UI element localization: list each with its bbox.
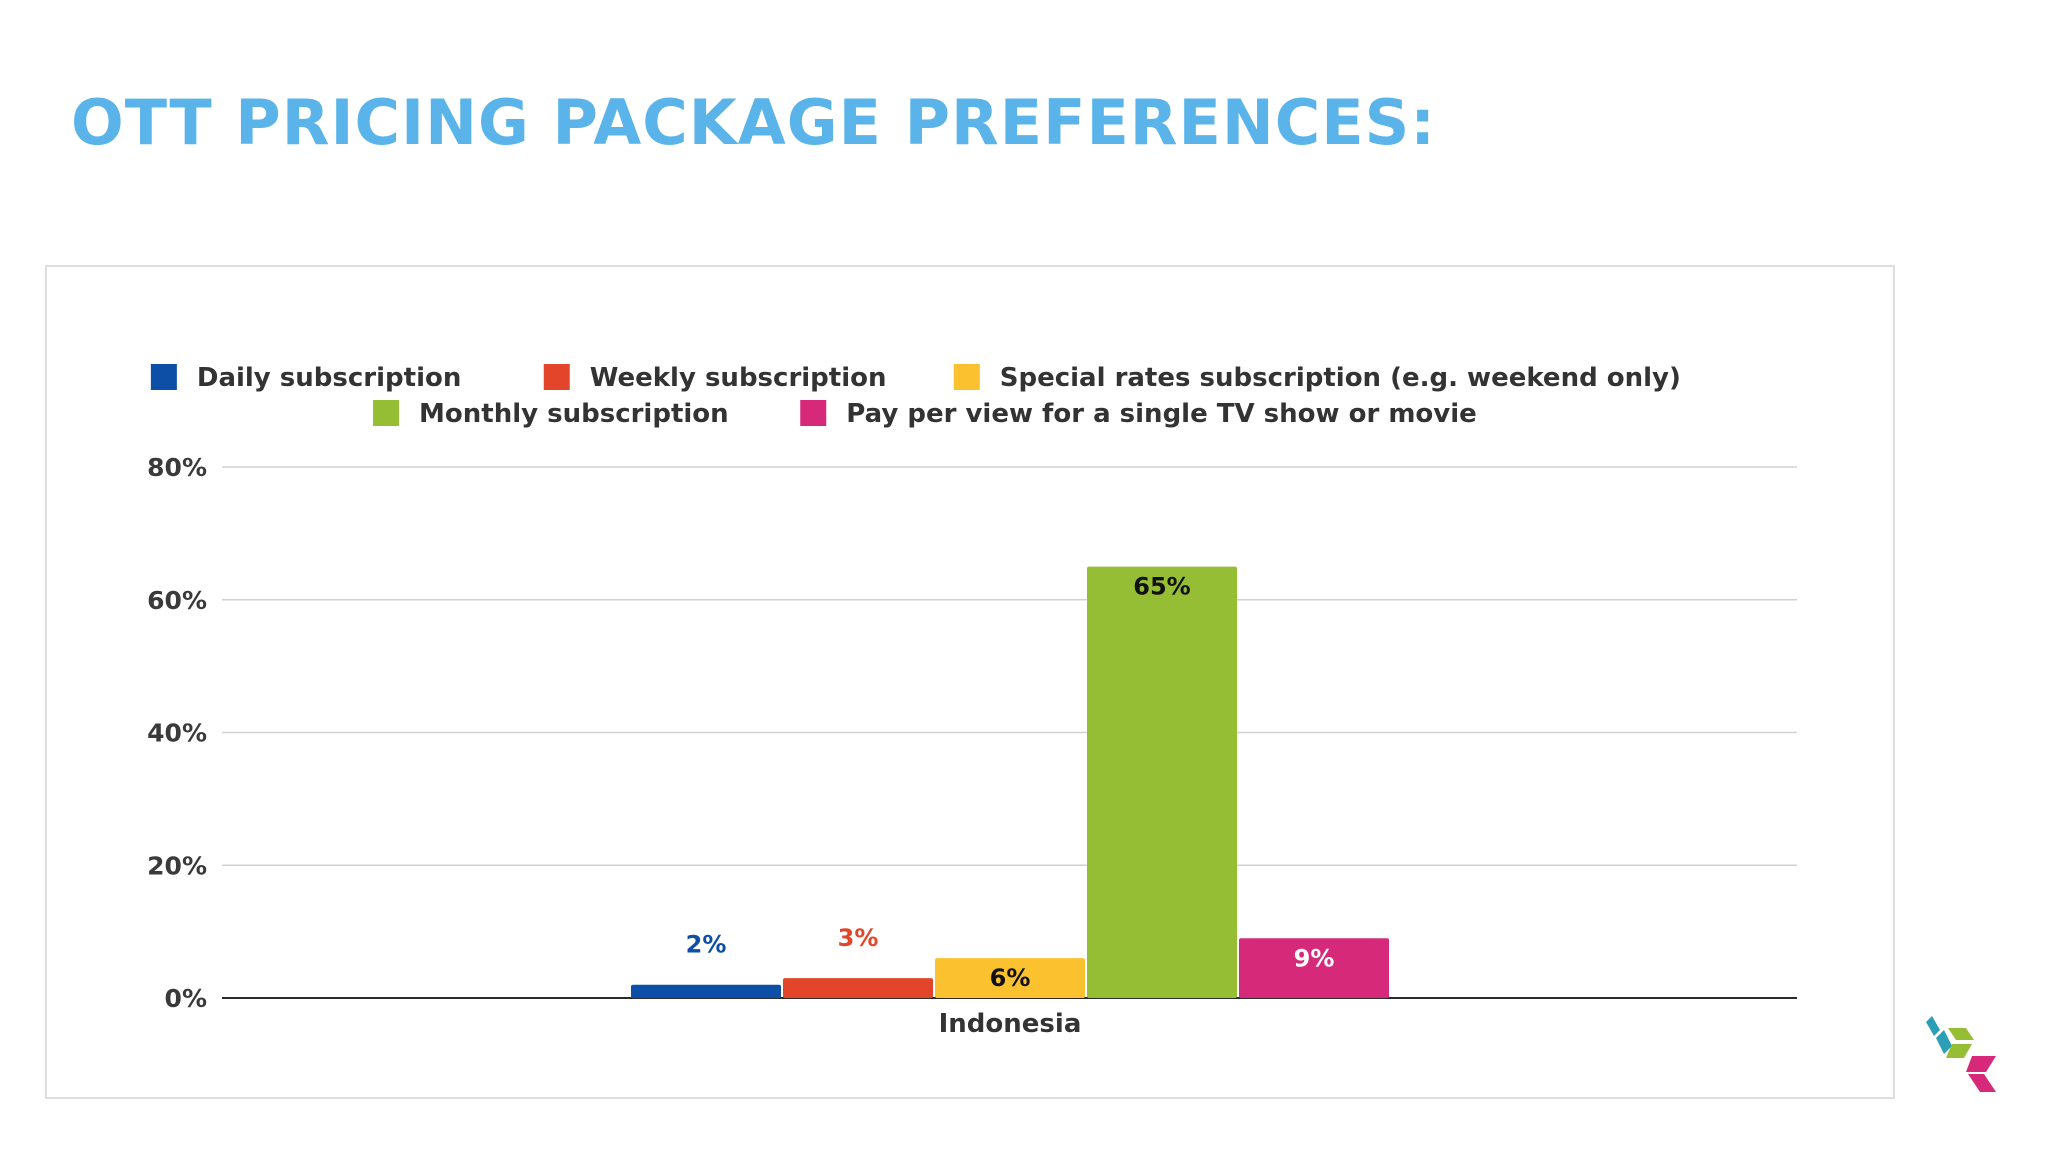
data-label-special-rates-subscription-e-g-weekend-only: 6%: [990, 964, 1031, 992]
legend-swatch-weekly-subscription: [543, 364, 570, 390]
slide-title: OTT PRICING PACKAGE PREFERENCES:: [71, 86, 1437, 159]
bar-weekly-subscription: [783, 978, 933, 998]
brand-logo: [1926, 1016, 1996, 1092]
chart-gridlines: [222, 466, 1797, 999]
legend-swatch-special-rates-subscription-e-g-weekend-only: [953, 364, 980, 390]
y-tick-label: 20%: [147, 851, 207, 880]
bar-chart: Daily subscription Weekly subscription Spe…: [147, 363, 1797, 1039]
bar-daily-subscription: [631, 984, 781, 998]
chart-frame: Daily subscription Weekly subscription Spe…: [45, 265, 1895, 1099]
logo-shape-teal-bottom: [1936, 1030, 1952, 1054]
legend-label-pay-per-view-for-a-single-tv-show-or-movie: Pay per view for a single TV show or mov…: [846, 399, 1477, 429]
chart-bars: [631, 566, 1389, 998]
legend-label-weekly-subscription: Weekly subscription: [590, 363, 887, 393]
legend-label-daily-subscription: Daily subscription: [197, 363, 462, 393]
legend-swatch-pay-per-view-for-a-single-tv-show-or-movie: [800, 400, 827, 426]
data-label-daily-subscription: 2%: [686, 931, 727, 959]
y-tick-label: 0%: [165, 984, 207, 1013]
logo-shape-green-bottom: [1946, 1044, 1972, 1058]
legend-label-monthly-subscription: Monthly subscription: [419, 399, 729, 429]
legend-label-special-rates-subscription-e-g-weekend-only: Special rates subscription (e.g. weekend…: [1000, 363, 1681, 393]
y-axis-ticks: 0% 20% 40% 60% 80%: [147, 453, 207, 1013]
legend-swatch-daily-subscription: [150, 364, 177, 390]
legend-swatch-monthly-subscription: [373, 400, 400, 426]
data-label-weekly-subscription: 3%: [838, 924, 879, 952]
bar-special-rates-subscription-e-g-weekend-only: [935, 958, 1085, 998]
data-label-monthly-subscription: 65%: [1133, 573, 1190, 601]
chart-legend: Daily subscription Weekly subscription Spe…: [150, 363, 1681, 429]
bar-monthly-subscription: [1087, 566, 1237, 998]
logo-shape-green-top: [1948, 1028, 1974, 1040]
logo-shape-teal-top: [1926, 1016, 1940, 1036]
bar-data-labels: 2% 3% 6% 65% 9%: [686, 573, 1335, 993]
y-tick-label: 80%: [147, 453, 207, 482]
bar-pay-per-view-for-a-single-tv-show-or-movie: [1239, 938, 1389, 998]
x-category-label: Indonesia: [939, 1009, 1082, 1039]
logo-shape-pink-top: [1966, 1056, 1996, 1072]
y-tick-label: 40%: [147, 719, 207, 748]
y-tick-label: 60%: [147, 586, 207, 615]
x-axis-categories: Indonesia: [939, 1009, 1082, 1039]
logo-shape-pink-bottom: [1968, 1074, 1996, 1092]
data-label-pay-per-view-for-a-single-tv-show-or-movie: 9%: [1294, 944, 1335, 972]
